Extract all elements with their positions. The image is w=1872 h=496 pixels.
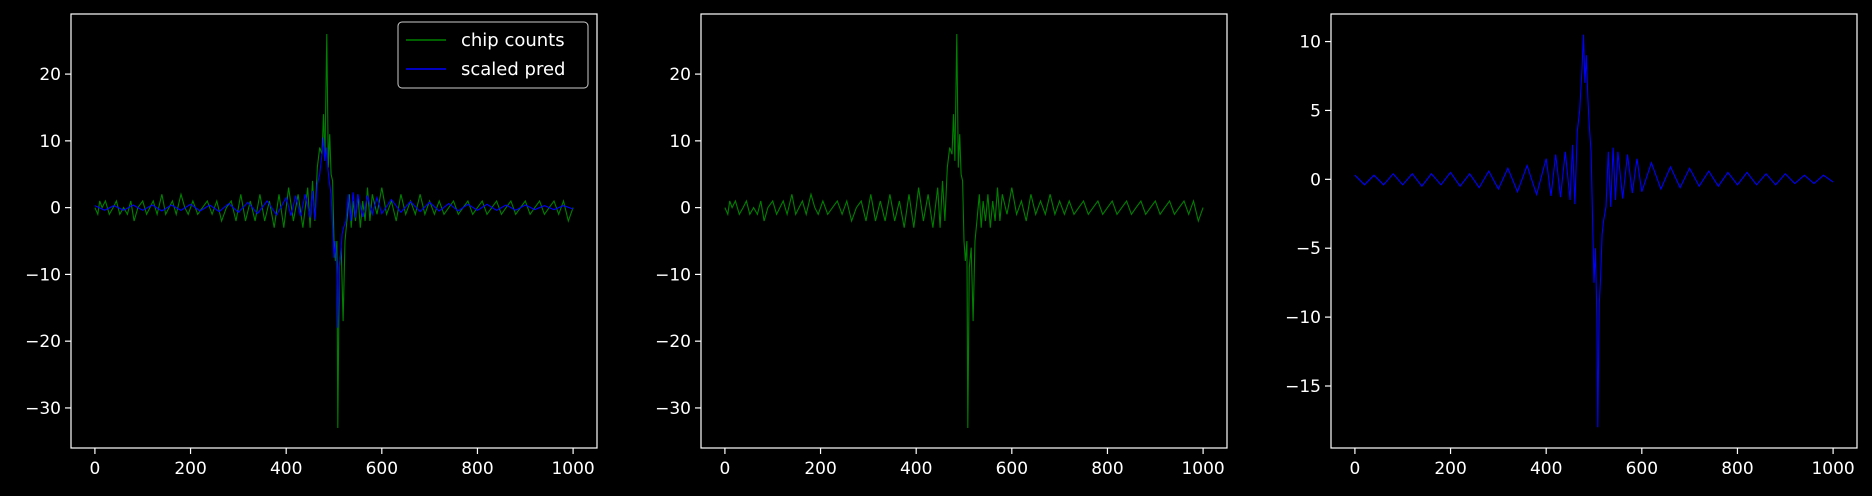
y-tick-label: −15 bbox=[1285, 377, 1321, 397]
x-tick-label: 400 bbox=[1530, 459, 1562, 479]
series-line-panel2-s0 bbox=[1354, 34, 1834, 428]
x-tick-label: 800 bbox=[1091, 459, 1123, 479]
y-tick-label: −30 bbox=[25, 399, 61, 419]
y-tick-label: −5 bbox=[1296, 239, 1321, 259]
x-tick-label: 600 bbox=[996, 459, 1028, 479]
series-line-scaled-pred bbox=[94, 137, 574, 328]
plot-frame bbox=[700, 13, 1228, 449]
chart-panel-left: 0 200 400 600 800 1000 −30 −20 −10 0 10 20 bbox=[25, 13, 598, 479]
y-tick-label: −10 bbox=[655, 265, 691, 285]
series-line-chip-counts bbox=[94, 33, 574, 429]
chart-legend: chip counts scaled pred bbox=[397, 21, 589, 89]
x-tick-label: 400 bbox=[270, 459, 302, 479]
y-tick-label: −20 bbox=[655, 332, 691, 352]
x-tick-label: 0 bbox=[1349, 459, 1360, 479]
x-tick-label: 0 bbox=[89, 459, 100, 479]
x-tick-label: 200 bbox=[174, 459, 206, 479]
x-tick-label: 1000 bbox=[1181, 459, 1224, 479]
plot-frame bbox=[1330, 13, 1858, 449]
chart-panel-right: 0 200 400 600 800 1000 −15 −10 −5 0 5 10 bbox=[1285, 13, 1858, 479]
legend-label-scaled-pred: scaled pred bbox=[461, 59, 565, 80]
y-tick-label: 0 bbox=[680, 199, 691, 219]
y-tick-label: 20 bbox=[669, 65, 691, 85]
x-tick-label: 800 bbox=[461, 459, 493, 479]
y-tick-label: 20 bbox=[39, 65, 61, 85]
legend-label-chip-counts: chip counts bbox=[461, 30, 565, 51]
x-tick-label: 600 bbox=[1626, 459, 1658, 479]
x-tick-label: 200 bbox=[1434, 459, 1466, 479]
x-tick-label: 200 bbox=[804, 459, 836, 479]
x-tick-label: 800 bbox=[1721, 459, 1753, 479]
chart-panel-middle: 0 200 400 600 800 1000 −30 −20 −10 0 10 20 bbox=[655, 13, 1228, 479]
legend-box bbox=[397, 21, 589, 89]
x-tick-label: 1000 bbox=[1811, 459, 1854, 479]
x-tick-label: 0 bbox=[719, 459, 730, 479]
y-tick-label: −30 bbox=[655, 399, 691, 419]
y-tick-label: 0 bbox=[50, 199, 61, 219]
x-tick-label: 1000 bbox=[551, 459, 594, 479]
x-tick-label: 600 bbox=[366, 459, 398, 479]
y-tick-label: 10 bbox=[39, 132, 61, 152]
series-line-panel1-s0 bbox=[724, 33, 1204, 429]
y-tick-label: 0 bbox=[1310, 170, 1321, 190]
y-tick-label: −10 bbox=[25, 265, 61, 285]
plot-frame bbox=[70, 13, 598, 449]
y-tick-label: 10 bbox=[669, 132, 691, 152]
y-tick-label: −20 bbox=[25, 332, 61, 352]
x-tick-label: 400 bbox=[900, 459, 932, 479]
y-tick-label: 5 bbox=[1310, 101, 1321, 121]
y-tick-label: −10 bbox=[1285, 308, 1321, 328]
y-tick-label: 10 bbox=[1299, 33, 1321, 53]
